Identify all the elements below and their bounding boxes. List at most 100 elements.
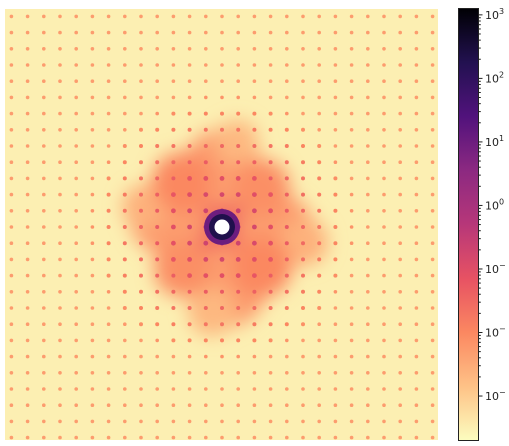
heatmap-canvas — [5, 9, 438, 440]
bragg-peak — [366, 419, 370, 424]
bragg-peak — [317, 95, 322, 100]
bragg-peak — [366, 79, 370, 83]
bragg-peak — [42, 63, 46, 67]
bragg-peak — [42, 435, 46, 440]
bragg-peak — [317, 192, 322, 197]
bragg-peak — [155, 306, 160, 310]
bragg-peak — [333, 208, 338, 213]
bragg-peak — [9, 63, 14, 67]
bragg-peak — [220, 160, 224, 165]
bragg-peak — [285, 111, 289, 116]
bragg-peak — [220, 95, 224, 100]
bragg-peak — [58, 176, 62, 181]
bragg-peak — [42, 111, 46, 116]
bragg-peak — [236, 63, 240, 67]
bragg-peak — [220, 127, 224, 132]
bragg-peak — [25, 241, 30, 245]
bragg-peak — [268, 30, 273, 35]
bragg-peak — [382, 160, 386, 164]
bragg-peak — [155, 289, 160, 294]
bragg-peak — [349, 290, 354, 294]
bragg-peak — [9, 111, 14, 116]
bragg-peak — [106, 95, 111, 100]
bragg-peak — [301, 387, 305, 391]
bragg-peak — [414, 192, 419, 197]
bragg-peak — [382, 79, 386, 83]
bragg-peak — [25, 192, 30, 197]
bragg-peak — [42, 176, 46, 181]
bragg-peak — [25, 128, 30, 132]
bragg-peak — [382, 322, 386, 327]
bragg-peak — [106, 160, 111, 164]
bragg-peak — [430, 257, 435, 262]
bragg-peak — [285, 14, 289, 19]
bragg-peak — [220, 47, 224, 51]
bragg-peak — [58, 371, 62, 375]
bragg-peak — [430, 63, 435, 67]
bragg-peak — [284, 289, 289, 294]
bragg-peak — [317, 176, 322, 181]
bragg-peak — [122, 208, 127, 213]
bragg-peak — [414, 419, 419, 424]
bragg-peak — [187, 160, 192, 165]
bragg-peak — [252, 435, 257, 440]
bragg-peak — [349, 30, 354, 35]
bragg-peak — [220, 30, 224, 35]
bragg-peak — [317, 354, 322, 359]
bragg-peak — [236, 387, 240, 391]
bragg-peak — [414, 14, 419, 19]
bragg-peak — [9, 435, 14, 440]
bragg-peak — [398, 47, 403, 51]
bragg-peak — [252, 79, 257, 83]
bragg-peak — [414, 47, 419, 51]
bragg-peak — [58, 403, 62, 408]
bragg-peak — [317, 225, 322, 229]
bragg-peak — [268, 63, 273, 67]
bragg-peak — [58, 322, 62, 327]
bragg-peak — [25, 403, 30, 408]
bragg-peak — [187, 289, 192, 294]
bragg-peak — [268, 111, 273, 116]
bragg-peak — [9, 354, 14, 359]
bragg-peak — [317, 257, 322, 262]
bragg-peak — [90, 128, 95, 132]
bragg-peak — [252, 144, 257, 148]
bragg-peak — [123, 322, 127, 327]
bragg-peak — [235, 240, 241, 246]
bragg-peak — [139, 79, 143, 83]
bragg-peak — [58, 273, 62, 278]
bragg-peak — [90, 111, 95, 116]
bragg-peak — [236, 435, 240, 440]
bragg-peak — [366, 225, 370, 229]
colorbar-tick-label: 10− — [485, 325, 506, 340]
bragg-peak — [430, 144, 435, 148]
bragg-peak — [139, 144, 143, 148]
bragg-peak — [382, 338, 386, 343]
bragg-peak — [58, 128, 62, 132]
bragg-peak — [220, 63, 224, 67]
bragg-peak — [366, 338, 370, 343]
bragg-peak — [268, 354, 273, 359]
bragg-peak — [155, 14, 159, 19]
bragg-peak — [123, 95, 127, 100]
bragg-peak — [220, 371, 224, 375]
bragg-peak — [25, 30, 30, 35]
bragg-peak — [187, 47, 192, 51]
bragg-peak — [366, 14, 370, 19]
bragg-peak — [58, 354, 62, 359]
bragg-peak — [42, 290, 46, 294]
bragg-peak — [430, 14, 435, 19]
bragg-peak — [106, 354, 111, 359]
bragg-peak — [139, 354, 143, 359]
bragg-peak — [382, 209, 386, 213]
bragg-peak — [236, 354, 240, 359]
bragg-peak — [155, 403, 159, 408]
bragg-peak — [301, 257, 305, 262]
bragg-peak — [301, 127, 305, 132]
bragg-peak — [317, 273, 322, 278]
bragg-peak — [317, 322, 322, 327]
bragg-peak — [123, 371, 127, 375]
bragg-peak — [187, 111, 192, 116]
bragg-peak — [301, 176, 305, 181]
bragg-peak — [155, 241, 160, 246]
